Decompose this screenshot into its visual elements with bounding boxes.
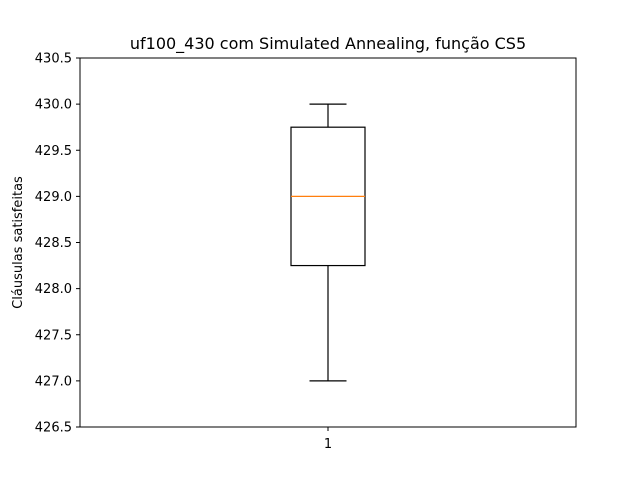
y-tick-label: 429.0: [35, 190, 72, 205]
y-tick-label: 428.0: [35, 282, 72, 297]
x-tick-label: 1: [324, 437, 332, 452]
y-tick-label: 428.5: [35, 236, 72, 251]
y-tick-label: 426.5: [35, 421, 72, 436]
y-tick-label: 427.0: [35, 374, 72, 389]
y-axis-label: Cláusulas satisfeitas: [11, 176, 26, 309]
chart-title: uf100_430 com Simulated Annealing, funçã…: [130, 34, 526, 54]
y-axis: 426.5 427.0 427.5 428.0 428.5 429.0 429.5 430.0…: [35, 52, 80, 436]
x-axis: 1: [324, 427, 332, 452]
y-tick-label: 429.5: [35, 144, 72, 159]
boxes: [290, 103, 366, 382]
y-tick-label: 430.5: [35, 52, 72, 67]
y-tick-label: 430.0: [35, 98, 72, 113]
y-tick-label: 427.5: [35, 328, 72, 343]
